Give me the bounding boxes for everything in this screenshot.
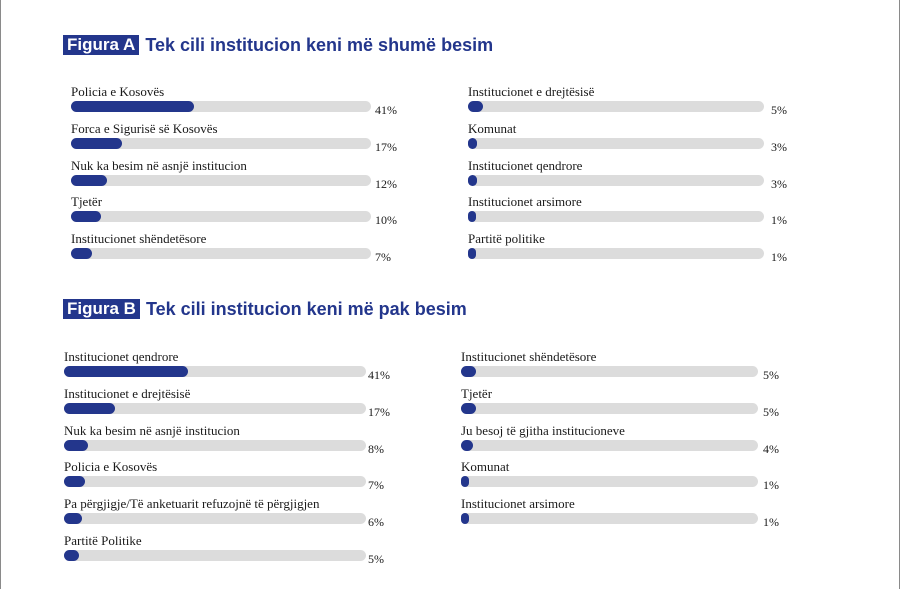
bar-value-label: 1% bbox=[771, 213, 787, 228]
bar-track bbox=[64, 513, 366, 524]
bar-value-label: 1% bbox=[763, 515, 779, 529]
bar-value-label: 5% bbox=[763, 404, 779, 419]
figure-b-tag: Figura B bbox=[63, 299, 140, 319]
bar bbox=[71, 248, 92, 259]
bar-track bbox=[461, 476, 758, 488]
bar-track bbox=[461, 366, 758, 377]
bar-value-label: 41% bbox=[368, 368, 390, 382]
bar bbox=[64, 476, 86, 488]
bar-value-label: 6% bbox=[368, 515, 384, 529]
figure-b-header: Figura B Tek cili institucion keni më pa… bbox=[63, 299, 467, 319]
bar-value-label: 17% bbox=[375, 139, 397, 154]
bar-track bbox=[64, 402, 366, 414]
bar bbox=[71, 211, 101, 223]
bar-value-label: 10% bbox=[375, 213, 397, 228]
bar-label: Policia e Kosovës bbox=[64, 459, 158, 475]
bar bbox=[468, 248, 476, 259]
bar-track bbox=[461, 439, 758, 451]
bar-label: Institucionet e drejtësisë bbox=[468, 84, 595, 99]
bar bbox=[64, 513, 83, 524]
bar bbox=[461, 476, 469, 488]
bar-value-label: 7% bbox=[375, 250, 391, 264]
bar bbox=[64, 366, 188, 377]
bar bbox=[64, 439, 89, 451]
bar bbox=[461, 366, 476, 377]
bar-track bbox=[71, 101, 371, 112]
bar-value-label: 4% bbox=[763, 441, 779, 456]
bar-track bbox=[468, 174, 764, 186]
bar-track bbox=[461, 513, 758, 524]
bar-label: Institucionet arsimore bbox=[461, 496, 575, 511]
bar bbox=[468, 137, 477, 149]
bar-value-label: 5% bbox=[763, 368, 779, 382]
bar-track bbox=[468, 101, 764, 112]
bar-label: Nuk ka besim në asnjë institucion bbox=[64, 422, 240, 438]
figure-b-title: Tek cili institucion keni më pak besim bbox=[145, 299, 467, 319]
bar-label: Nuk ka besim në asnjë institucion bbox=[71, 157, 247, 173]
bar bbox=[461, 513, 469, 524]
bar-label: Ju besoj të gjitha institucioneve bbox=[461, 422, 625, 438]
bar-label: Pa përgjigje/Të anketuarit refuzojnë të … bbox=[64, 496, 320, 511]
page-edge-left bbox=[0, 0, 1, 589]
bar-track bbox=[461, 402, 758, 414]
bar-label: Komunat bbox=[468, 120, 517, 136]
bar-track bbox=[468, 137, 764, 149]
bar-value-label: 3% bbox=[771, 139, 787, 154]
bar-value-label: 7% bbox=[368, 478, 384, 493]
bar-label: Tjetër bbox=[461, 385, 493, 401]
bar-value-label: 17% bbox=[368, 404, 390, 419]
bar bbox=[71, 101, 194, 112]
bar-value-label: 5% bbox=[771, 103, 787, 117]
bar-label: Partitë politike bbox=[468, 231, 545, 246]
bar bbox=[461, 439, 473, 451]
bar-value-label: 1% bbox=[771, 250, 787, 264]
bar-label: Komunat bbox=[461, 459, 510, 475]
bar bbox=[71, 137, 122, 149]
bar-value-label: 3% bbox=[771, 176, 787, 191]
bar-track bbox=[64, 439, 366, 451]
bar-label: Tjetër bbox=[71, 194, 103, 210]
bar-value-label: 1% bbox=[763, 478, 779, 493]
bar-track bbox=[468, 248, 764, 259]
bar-label: Institucionet shëndetësore bbox=[461, 349, 597, 364]
figure-a-header: Figura A Tek cili institucion keni më sh… bbox=[63, 35, 493, 55]
bar-track bbox=[71, 137, 371, 149]
bar-label: Policia e Kosovës bbox=[71, 84, 165, 99]
bar-track bbox=[468, 211, 764, 223]
bar-label: Institucionet qendrore bbox=[468, 157, 583, 173]
bar bbox=[64, 549, 80, 561]
figure-a-title: Tek cili institucion keni më shumë besim bbox=[145, 35, 494, 55]
bar-track bbox=[64, 549, 366, 561]
bar-track bbox=[71, 211, 371, 223]
bar-label: Forca e Sigurisë së Kosovës bbox=[71, 120, 218, 136]
bar-track bbox=[64, 366, 366, 377]
bar bbox=[461, 402, 476, 414]
bar bbox=[64, 402, 116, 414]
bar bbox=[468, 101, 483, 112]
bar-label: Institucionet qendrore bbox=[64, 349, 179, 364]
bar bbox=[468, 174, 477, 186]
bar-label: Partitë Politike bbox=[64, 532, 142, 548]
bar-value-label: 8% bbox=[368, 441, 384, 456]
bar-label: Institucionet arsimore bbox=[468, 194, 582, 210]
bar-label: Institucionet e drejtësisë bbox=[64, 385, 191, 401]
bar-track bbox=[64, 476, 366, 488]
figure-a-tag: Figura A bbox=[63, 35, 140, 55]
bar-value-label: 41% bbox=[375, 103, 397, 117]
bar-track bbox=[71, 248, 371, 259]
bar bbox=[71, 174, 107, 186]
bar-value-label: 5% bbox=[368, 551, 384, 566]
bar-value-label: 12% bbox=[375, 176, 397, 191]
bar-track bbox=[71, 174, 371, 186]
bar-label: Institucionet shëndetësore bbox=[71, 231, 207, 246]
bar bbox=[468, 211, 476, 223]
